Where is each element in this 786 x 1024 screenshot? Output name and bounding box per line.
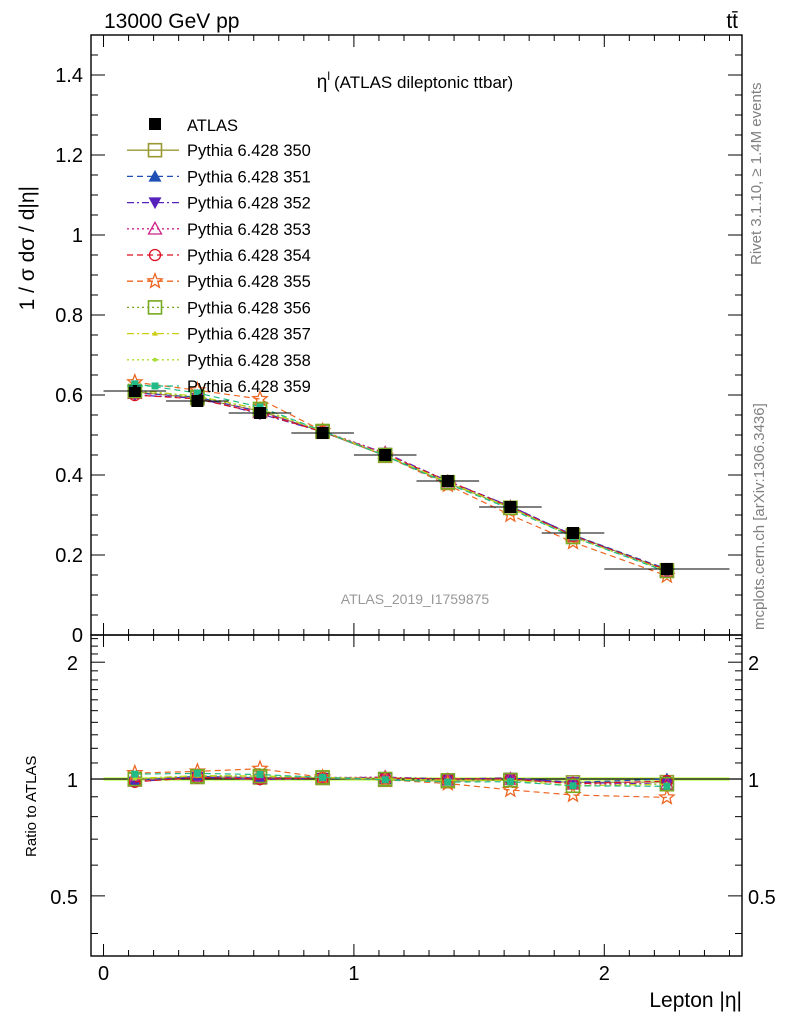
legend-label-9: Pythia 6.428 359 <box>187 378 311 396</box>
ratio-point-9 <box>131 770 139 778</box>
series-point-5 <box>564 532 582 550</box>
series-line-0 <box>134 391 668 571</box>
legend-label-7: Pythia 6.428 357 <box>187 326 311 344</box>
ratio-tick-label-left: 2 <box>67 653 78 675</box>
ratio-point-6 <box>503 772 518 788</box>
ratio-point-9 <box>663 782 671 790</box>
data-point <box>191 395 204 407</box>
x-tick-label: 0 <box>98 963 109 985</box>
ratio-plot-area <box>90 634 743 957</box>
side-label-bottom: mcplots.cern.ch [arXiv:1306.3436] <box>751 403 768 630</box>
y-tick-label: 1 <box>72 225 83 247</box>
series-line-5 <box>134 381 668 577</box>
legend-label-1: Pythia 6.428 351 <box>187 168 311 186</box>
y-tick-label: 0.4 <box>55 465 83 487</box>
energy-label: 13000 GeV pp <box>104 10 239 33</box>
ratio-point-9 <box>256 771 264 779</box>
legend-label-8: Pythia 6.428 358 <box>187 352 311 370</box>
data-point <box>254 407 267 419</box>
watermark-label: ATLAS_2019_I1759875 <box>341 591 490 607</box>
legend-marker-7 <box>152 330 158 336</box>
y-tick-label: 0.6 <box>55 385 83 407</box>
series-line-9 <box>134 383 668 573</box>
series-line-2 <box>134 394 668 572</box>
plot-title-superscript: l <box>327 69 330 83</box>
ratio-point-9 <box>569 782 577 790</box>
y-axis-label: 1 / σ dσ / d|η| <box>16 186 39 310</box>
y-tick-label: 0.2 <box>55 545 83 567</box>
ratio-tick-label-left: 1 <box>67 770 78 792</box>
ratio-point-9 <box>506 778 514 786</box>
ratio-point-9 <box>193 769 201 777</box>
data-point <box>504 501 517 513</box>
ratio-point-5 <box>658 788 676 805</box>
y-tick-label: 1.4 <box>55 65 83 87</box>
legend-label-4: Pythia 6.428 354 <box>187 247 311 265</box>
ratio-tick-label-right: 1 <box>748 770 759 792</box>
legend-label-6: Pythia 6.428 356 <box>187 299 311 317</box>
ratio-point-9 <box>444 778 452 786</box>
legend-label-3: Pythia 6.428 353 <box>187 221 311 239</box>
data-point <box>660 563 673 575</box>
data-point <box>316 427 329 439</box>
y-tick-label: 0 <box>72 625 83 647</box>
legend-marker-1 <box>148 169 162 182</box>
series-line-4 <box>134 394 668 571</box>
ratio-tick-label-right: 2 <box>748 653 759 675</box>
legend-marker-5 <box>146 271 164 289</box>
plot-title: ηl (ATLAS dileptonic ttbar) <box>317 69 513 93</box>
legend-marker-6 <box>147 300 163 315</box>
ratio-tick-label-left: 0.5 <box>50 887 78 909</box>
legend-marker-0 <box>147 142 163 158</box>
legend-marker-4 <box>148 248 162 262</box>
x-tick-label: 1 <box>348 963 359 985</box>
plot-title-symbol: η <box>317 72 328 93</box>
series-point-9 <box>193 389 201 397</box>
legend-marker-9 <box>151 382 159 390</box>
legend-marker-atlas <box>149 118 161 130</box>
data-point <box>128 385 141 397</box>
data-point <box>379 449 392 461</box>
ratio-point-5 <box>501 780 520 798</box>
series-line-3 <box>134 392 668 572</box>
series-line-7 <box>134 389 668 572</box>
legend-label-2: Pythia 6.428 352 <box>187 195 311 213</box>
legend-marker-3 <box>147 220 163 235</box>
ratio-y-axis-label: Ratio to ATLAS <box>23 756 40 857</box>
data-point <box>441 475 454 487</box>
series-line-6 <box>134 390 668 572</box>
plot-title-suffix: (ATLAS dileptonic ttbar) <box>334 73 513 92</box>
legend-label-5: Pythia 6.428 355 <box>187 273 311 291</box>
legend-marker-8 <box>153 357 157 362</box>
ratio-point-9 <box>381 776 389 784</box>
data-point <box>566 527 579 539</box>
y-tick-label: 0.8 <box>55 305 83 327</box>
x-axis-label: Lepton |η| <box>649 989 742 1012</box>
side-label-top: Rivet 3.1.10, ≥ 1.4M events <box>748 83 765 266</box>
x-tick-label: 2 <box>599 963 610 985</box>
ratio-tick-label-right: 0.5 <box>748 887 776 909</box>
legend-label-atlas: ATLAS <box>187 117 238 135</box>
ratio-point-9 <box>319 773 327 781</box>
legend-label-0: Pythia 6.428 350 <box>187 142 311 160</box>
legend-marker-2 <box>148 197 162 210</box>
process-label: tt̄ <box>726 10 738 33</box>
series-point-9 <box>131 380 139 388</box>
y-tick-label: 1.2 <box>55 145 83 167</box>
series-line-8 <box>134 389 668 572</box>
